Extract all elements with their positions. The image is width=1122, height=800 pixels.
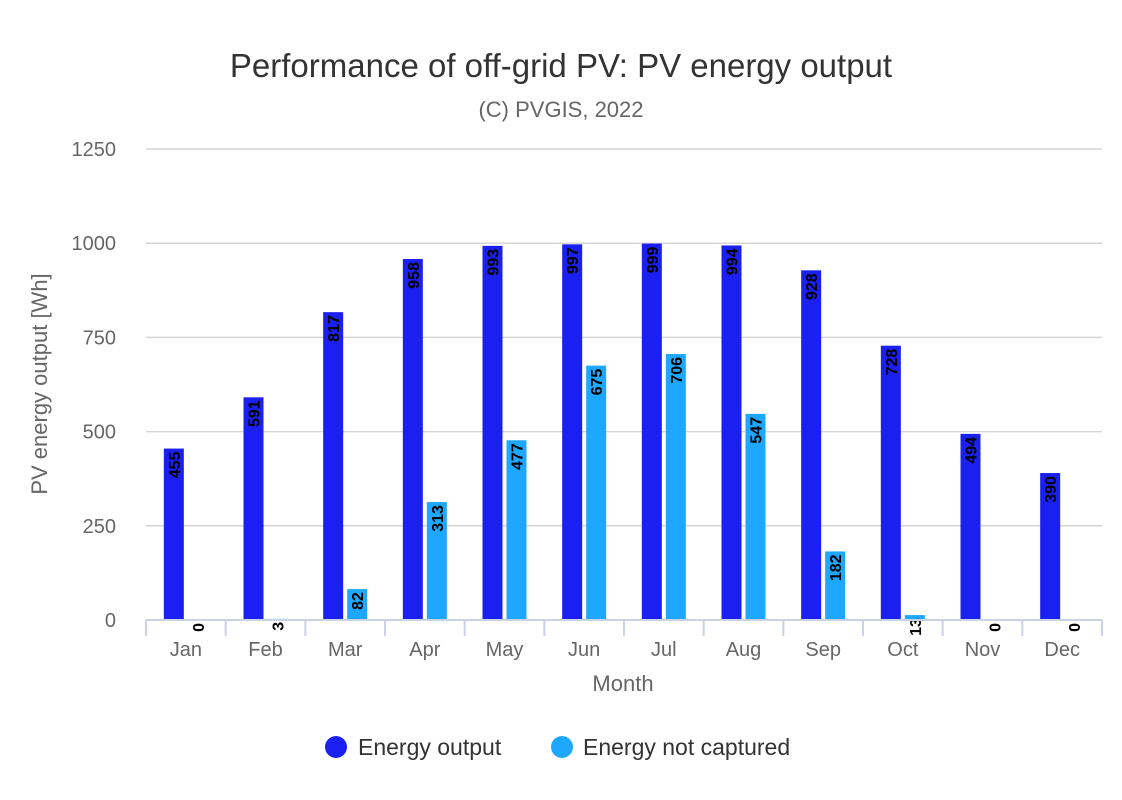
x-tick-label: Jul <box>651 639 677 661</box>
bar[interactable] <box>721 245 742 620</box>
x-tick-label: Jun <box>568 639 600 661</box>
bar[interactable] <box>323 312 344 620</box>
data-label: 675 <box>589 369 606 396</box>
data-label: 0 <box>191 623 208 632</box>
chart-subtitle: (C) PVGIS, 2022 <box>478 97 643 122</box>
data-label: 817 <box>326 315 343 342</box>
data-label: 0 <box>1067 623 1084 632</box>
x-tick-label: Feb <box>248 639 282 661</box>
bar[interactable] <box>562 244 583 621</box>
data-label: 313 <box>430 505 447 532</box>
bar[interactable] <box>243 397 264 620</box>
y-tick-label: 500 <box>83 422 116 444</box>
legend[interactable]: Energy output Energy not captured <box>325 734 790 760</box>
bar[interactable] <box>586 365 607 620</box>
y-tick-label: 1250 <box>72 139 117 161</box>
x-axis: Jan Feb Mar Apr May Jun Jul Aug Sep Oct Nov Dec <box>145 619 1103 661</box>
bar[interactable] <box>347 589 368 620</box>
bar[interactable] <box>960 433 981 620</box>
bar[interactable] <box>402 259 423 620</box>
data-label: 494 <box>964 437 981 464</box>
y-tick-label: 1000 <box>72 233 117 255</box>
y-axis-ticks: 0 250 500 750 1000 1250 <box>72 139 117 632</box>
bar[interactable] <box>904 615 925 620</box>
data-label: 182 <box>828 554 845 581</box>
x-tick-label: Apr <box>409 639 440 661</box>
x-tick-label: Oct <box>887 639 919 661</box>
bars <box>163 243 1061 621</box>
data-label: 591 <box>247 400 264 427</box>
bar[interactable] <box>426 502 447 620</box>
data-label: 13 <box>908 618 925 636</box>
x-tick-label: May <box>486 639 524 661</box>
x-tick-label: Mar <box>328 639 363 661</box>
bar[interactable] <box>825 551 846 620</box>
legend-item[interactable]: Energy not captured <box>551 734 790 760</box>
data-label: 390 <box>1043 476 1060 503</box>
bar[interactable] <box>665 353 686 620</box>
bar[interactable] <box>506 440 527 620</box>
bar[interactable] <box>801 270 822 620</box>
data-label: 455 <box>167 451 184 478</box>
x-tick-label: Aug <box>726 639 762 661</box>
data-label: 3 <box>271 622 288 631</box>
legend-label: Energy output <box>358 734 502 760</box>
y-tick-label: 250 <box>83 516 116 538</box>
data-label: 547 <box>749 417 766 444</box>
x-tick-label: Dec <box>1044 639 1080 661</box>
data-label: 999 <box>645 246 662 273</box>
legend-swatch <box>551 736 573 758</box>
bar[interactable] <box>745 413 766 620</box>
gridlines <box>146 148 1102 527</box>
data-label: 994 <box>725 248 742 275</box>
bar[interactable] <box>482 245 503 621</box>
x-tick-label: Sep <box>805 639 841 661</box>
bar[interactable] <box>880 345 901 620</box>
data-label: 477 <box>510 443 527 470</box>
bar[interactable] <box>641 243 662 621</box>
x-tick-label: Nov <box>965 639 1001 661</box>
legend-item[interactable]: Energy output <box>325 734 502 760</box>
data-label: 0 <box>988 623 1005 632</box>
bar[interactable] <box>163 448 184 620</box>
bar[interactable] <box>1040 473 1061 620</box>
y-tick-label: 750 <box>83 327 116 349</box>
y-axis-title: PV energy output [Wh] <box>27 273 52 494</box>
legend-swatch <box>325 736 347 758</box>
data-label: 728 <box>884 349 901 376</box>
data-labels: 455 591 817 958 993 997 999 994 928 728 494 390 0 3 82… <box>167 246 1084 635</box>
data-label: 82 <box>350 592 367 610</box>
legend-label: Energy not captured <box>583 734 790 760</box>
chart-title: Performance of off-grid PV: PV energy ou… <box>230 47 892 84</box>
x-tick-label: Jan <box>170 639 202 661</box>
data-label: 958 <box>406 262 423 289</box>
x-axis-title: Month <box>592 671 653 696</box>
data-label: 997 <box>565 247 582 274</box>
data-label: 993 <box>486 249 503 276</box>
y-tick-label: 0 <box>105 610 116 632</box>
data-label: 706 <box>669 357 686 384</box>
data-label: 928 <box>804 273 821 300</box>
